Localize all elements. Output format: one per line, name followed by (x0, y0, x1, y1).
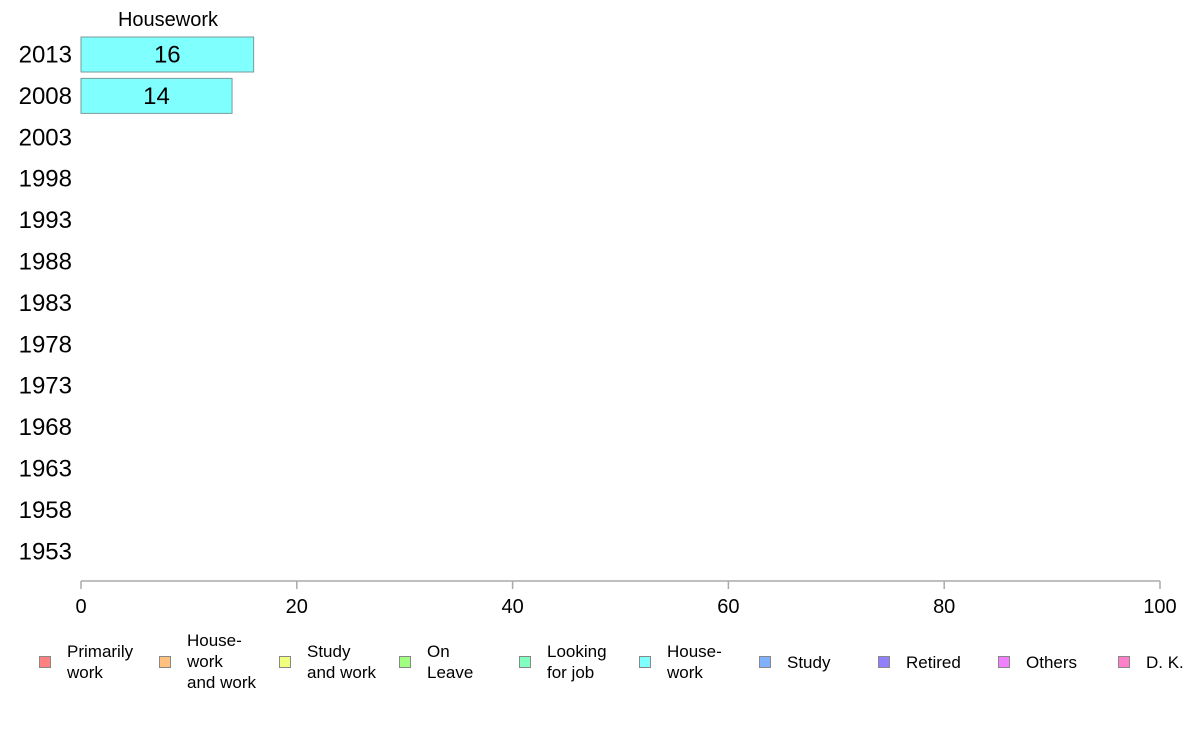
bar-chart: Housework 2013 16 2008 14 2003 1998 1993 1988 198… (19, 9, 1177, 618)
y-tick-label: 1963 (19, 456, 72, 483)
legend-label: On Leave (427, 642, 474, 682)
x-tick-label: 80 (933, 596, 955, 618)
legend-label: Looking for job (547, 642, 607, 682)
legend-swatch (759, 656, 771, 668)
legend-item: Study (759, 630, 830, 673)
legend-swatch (998, 656, 1010, 668)
y-tick-label: 1988 (19, 249, 72, 276)
legend-item: On Leave (399, 630, 473, 683)
legend-swatch (639, 656, 651, 668)
x-tick-label: 40 (501, 596, 523, 618)
legend-swatch (1118, 656, 1130, 668)
y-tick-label: 1953 (19, 538, 72, 565)
y-tick-label: 2003 (19, 124, 72, 151)
legend: Primarily work House- work and work Study … (0, 630, 1188, 700)
legend-swatch (878, 656, 890, 668)
legend-item: Retired (878, 630, 961, 673)
legend-swatch (279, 656, 291, 668)
y-tick-label: 1998 (19, 166, 72, 193)
y-tick-label: 1973 (19, 373, 72, 400)
x-tick-label: 20 (286, 596, 308, 618)
legend-item: House- work and work (159, 630, 256, 693)
legend-label: D. K. (1146, 653, 1184, 672)
legend-label: Study and work (307, 642, 376, 682)
y-tick-label: 1978 (19, 331, 72, 358)
series-title: Housework (118, 9, 219, 31)
legend-label: House- work and work (187, 631, 256, 692)
x-tick-label: 100 (1143, 596, 1176, 618)
legend-swatch (399, 656, 411, 668)
legend-swatch (519, 656, 531, 668)
legend-item: Looking for job (519, 630, 607, 683)
y-tick-label: 2008 (19, 83, 72, 110)
x-tick-label: 0 (75, 596, 86, 618)
bar (80, 77, 233, 114)
legend-label: Others (1026, 653, 1078, 672)
legend-item: Study and work (279, 630, 376, 683)
legend-label: House- work (667, 642, 722, 682)
legend-item: Others (998, 630, 1077, 673)
bar (80, 36, 255, 73)
legend-item: Primarily work (39, 630, 133, 683)
data-label: 16 (154, 42, 181, 69)
legend-item: House- work (639, 630, 722, 683)
legend-label: Study (787, 653, 831, 672)
y-tick-label: 1968 (19, 414, 72, 441)
legend-swatch (39, 656, 51, 668)
x-tick-label: 60 (717, 596, 739, 618)
y-tick-label: 1983 (19, 290, 72, 317)
legend-item: D. K. (1118, 630, 1184, 673)
legend-swatch (159, 656, 171, 668)
y-tick-label: 1993 (19, 207, 72, 234)
y-tick-label: 1958 (19, 497, 72, 524)
data-label: 14 (143, 83, 170, 110)
y-tick-label: 2013 (19, 42, 72, 69)
legend-label: Retired (906, 653, 961, 672)
legend-label: Primarily work (67, 642, 134, 682)
